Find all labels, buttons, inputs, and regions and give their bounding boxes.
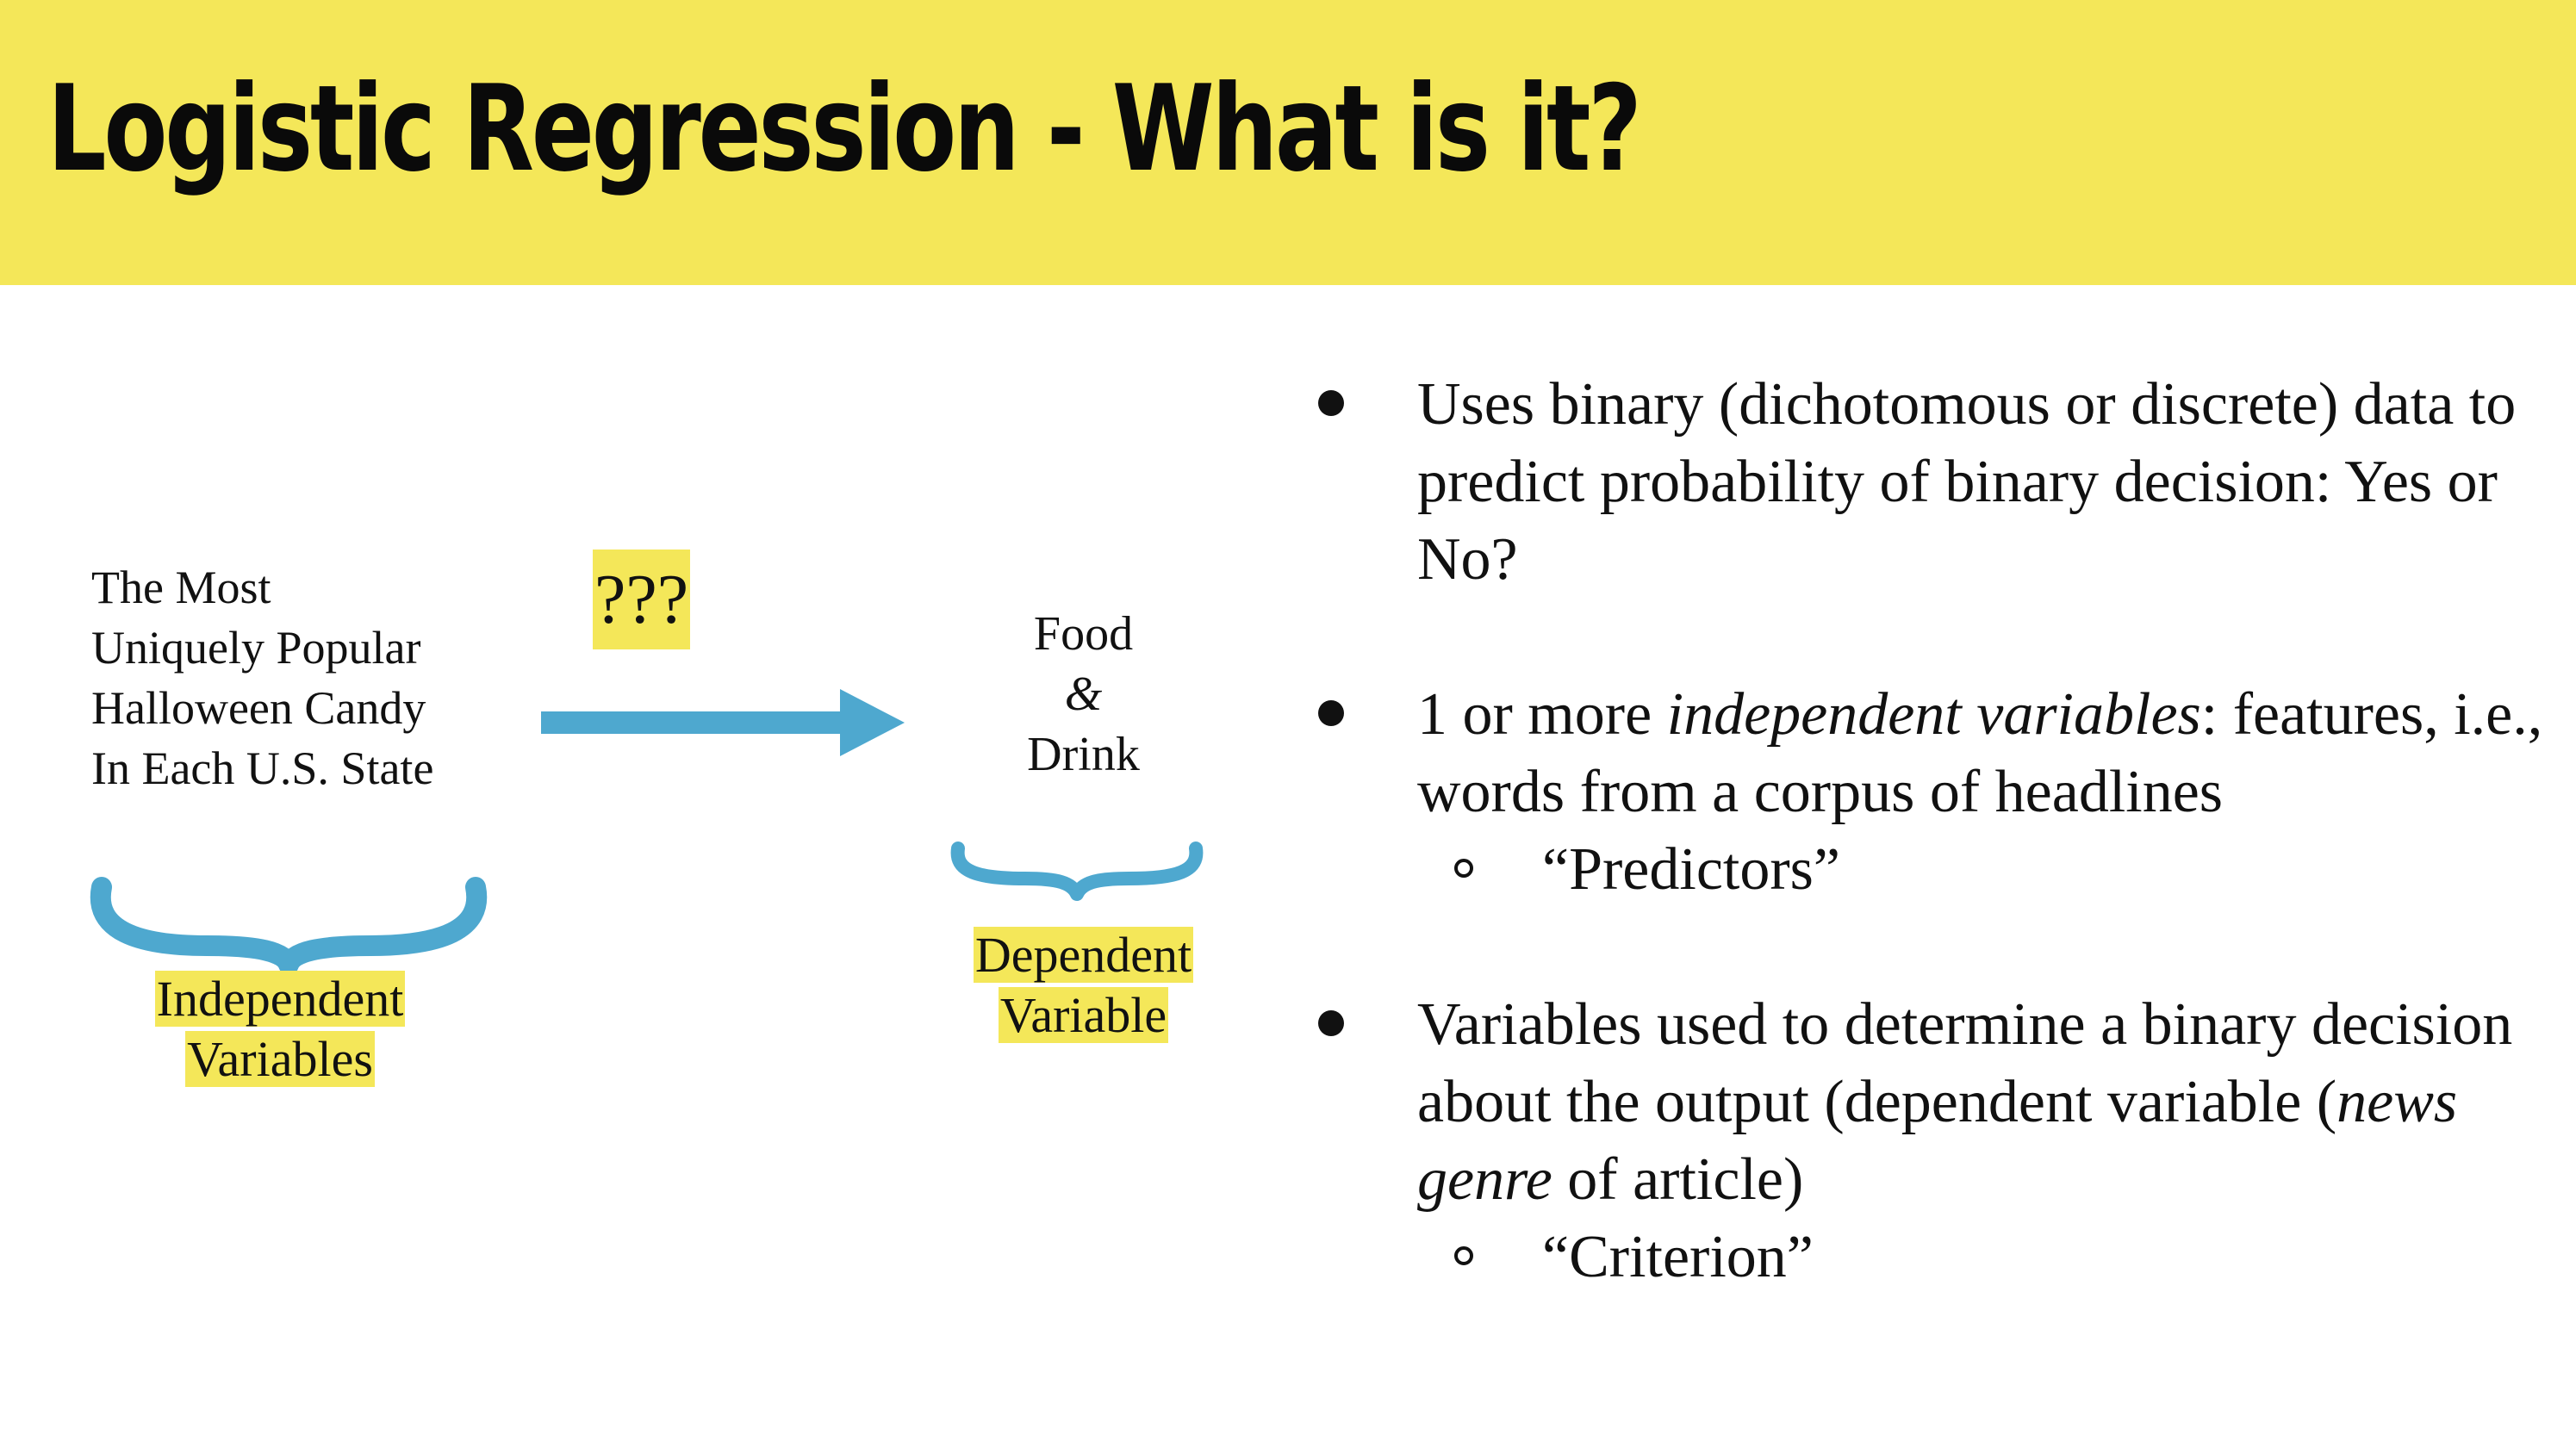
unknown-relation-label: ???: [593, 550, 691, 649]
bullet-item: Uses binary (dichotomous or discrete) da…: [1318, 366, 2559, 599]
bullet-dot-icon: [1318, 390, 1344, 416]
text-line: &: [1064, 668, 1103, 721]
label-line: Variable: [998, 987, 1169, 1043]
bullet-dot-icon: [1318, 1010, 1344, 1036]
text-line: Food: [1033, 607, 1134, 661]
independent-description: The Most Uniquely Popular Halloween Cand…: [91, 557, 433, 798]
sub-bullet-item: “Predictors”: [1318, 831, 2559, 909]
sub-bullet-text: “Criterion”: [1542, 1224, 1814, 1290]
label-line: Variables: [185, 1031, 375, 1087]
bullet-circle-icon: [1454, 1246, 1473, 1265]
slide-title: Logistic Regression - What is it?: [47, 59, 1642, 198]
bullet-item: 1 or more independent variables: feature…: [1318, 676, 2559, 831]
dependent-description: Food & Drink: [991, 604, 1176, 785]
curly-brace-icon: [950, 841, 1204, 901]
bullet-text: 1 or more: [1417, 681, 1667, 748]
independent-variables-label: Independent Variables: [112, 969, 448, 1090]
bullet-italic-text: independent variables: [1666, 681, 2201, 748]
bullet-dot-icon: [1318, 700, 1344, 726]
label-line: Dependent: [973, 927, 1194, 983]
sub-bullet-item: “Criterion”: [1318, 1219, 2559, 1296]
bullet-text: Variables used to determine a binary dec…: [1417, 991, 2513, 1135]
bullet-italic-text: news genre: [1417, 1069, 2458, 1213]
right-arrow-icon: [541, 689, 905, 756]
text-line: Drink: [1027, 728, 1140, 781]
bullet-circle-icon: [1454, 859, 1473, 878]
text-line: In Each U.S. State: [91, 742, 434, 794]
curly-brace-icon: [90, 877, 488, 975]
bullet-text: Uses binary (dichotomous or discrete) da…: [1417, 371, 2517, 593]
title-bar: Logistic Regression - What is it?: [0, 0, 2576, 285]
bullet-list: Uses binary (dichotomous or discrete) da…: [1318, 366, 2559, 1296]
bullet-text: : features, i.e., words from a corpus of…: [1417, 681, 2543, 825]
text-line: Uniquely Popular: [91, 622, 421, 674]
sub-bullet-text: “Predictors”: [1542, 836, 1840, 903]
text-line: Halloween Candy: [91, 682, 426, 734]
text-line: The Most: [91, 562, 271, 613]
dependent-variable-label: Dependent Variable: [948, 925, 1219, 1046]
label-line: Independent: [154, 971, 406, 1027]
bullet-item: Variables used to determine a binary dec…: [1318, 986, 2559, 1219]
bullet-text: of article): [1552, 1146, 1804, 1213]
